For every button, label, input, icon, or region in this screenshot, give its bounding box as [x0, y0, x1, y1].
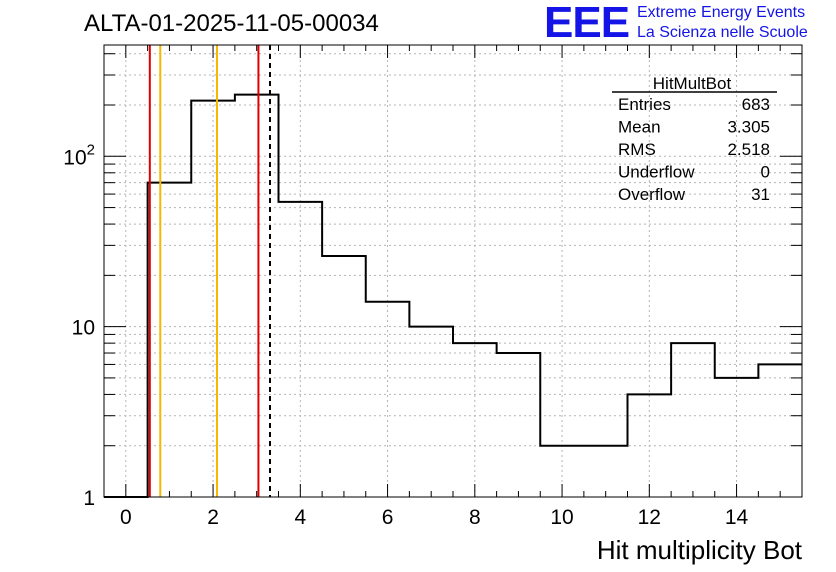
vertical-markers: [148, 45, 271, 497]
y-tick-label-base: 1: [83, 487, 95, 510]
plot-title: ALTA-01-2025-11-05-00034: [84, 10, 379, 37]
histogram-bin: [409, 327, 453, 497]
stats-label: Entries: [618, 95, 671, 114]
stats-label: Mean: [618, 118, 661, 137]
stats-rows: Entries 683 Mean 3.305 RMS 2.518 Underflow 0 Ove…: [618, 95, 770, 204]
axis-ticks: [103, 45, 803, 498]
x-tick-label: 10: [550, 506, 573, 529]
plot-frame: [103, 44, 803, 498]
stats-value: 3.305: [727, 118, 770, 137]
x-tick-label: 2: [207, 506, 219, 529]
histogram-bin: [148, 183, 192, 497]
histogram-series: [104, 93, 802, 498]
stats-value: 31: [751, 185, 770, 204]
x-tick-label: 0: [120, 506, 132, 529]
stats-label: RMS: [618, 140, 656, 159]
histogram-bin: [758, 364, 802, 497]
y-tick-label-exponent: 2: [87, 141, 95, 158]
y-tick-label-base: 10: [63, 146, 86, 169]
stats-label: Overflow: [618, 185, 686, 204]
y-tick-label: 1: [83, 487, 95, 510]
y-tick-label-base: 10: [72, 317, 95, 340]
stats-label: Underflow: [618, 163, 695, 182]
histogram-bin: [322, 256, 366, 497]
stats-box: HitMultBot Entries 683 Mean 3.305 RMS 2.518 Un…: [612, 74, 777, 204]
stats-box-title: HitMultBot: [653, 74, 732, 93]
histogram-bin: [584, 446, 628, 497]
eee-logo: EEE: [544, 0, 630, 47]
stats-value: 0: [761, 163, 770, 182]
histogram-outline: [104, 93, 802, 498]
y-tick-label: 10: [72, 317, 95, 340]
grid: [104, 45, 802, 498]
x-tick-label: 6: [382, 506, 394, 529]
stats-value: 2.518: [727, 140, 770, 159]
histogram-bin: [671, 343, 715, 497]
logo-tagline-2: La Scienza nelle Scuole: [637, 24, 808, 41]
x-tick-label: 12: [638, 506, 661, 529]
histogram-bin: [497, 353, 541, 497]
stats-value: 683: [742, 95, 770, 114]
histogram-bin: [235, 95, 279, 497]
logo-tagline-1: Extreme Energy Events: [637, 4, 806, 21]
x-tick-label: 4: [294, 506, 306, 529]
y-tick-label: 102: [63, 141, 95, 169]
x-tick-label: 8: [469, 506, 481, 529]
x-axis-title: Hit multiplicity Bot: [597, 535, 803, 565]
x-tick-label: 14: [725, 506, 749, 529]
